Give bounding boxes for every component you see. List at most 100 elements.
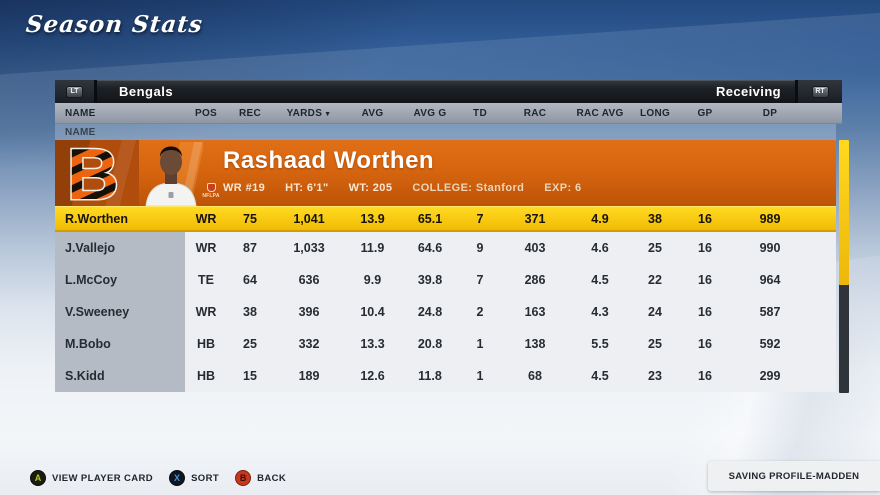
dp-cell: 964	[759, 273, 781, 287]
avg-cell: 13.9	[360, 211, 385, 226]
yards-cell: 189	[298, 369, 320, 383]
hint-label: BACK	[257, 472, 287, 484]
table-row-selected[interactable]: R.Worthen WR 75 1,041 13.9 65.1 7 371 4.…	[55, 206, 836, 232]
filler-cell	[810, 328, 836, 360]
hint-label: SORT	[191, 472, 220, 484]
a-button-icon[interactable]: A	[30, 470, 46, 486]
hint-label: VIEW PLAYER CARD	[52, 472, 154, 484]
column-header-gp[interactable]: GP	[697, 107, 713, 119]
page-title: Season Stats	[24, 11, 205, 38]
name-group-label: NAME	[55, 124, 836, 140]
rac-avg-cell: 4.3	[591, 305, 609, 319]
table-row[interactable]: S.Kidd HB 15 189 12.6 11.8 1 68 4.5 23 1…	[55, 360, 836, 392]
gp-cell: 16	[698, 273, 712, 287]
player-college: COLLEGE: Stanford	[412, 182, 525, 194]
player-weight: WT: 205	[348, 182, 393, 194]
left-trigger-icon: LT	[66, 85, 83, 98]
filler-cell	[810, 296, 836, 328]
avg-g-cell: 64.6	[417, 241, 443, 255]
column-header-rac-avg[interactable]: RAC AVG	[576, 107, 624, 119]
avg-cell: 9.9	[363, 273, 382, 287]
td-cell: 7	[476, 211, 484, 226]
player-name-cell: L.McCoy	[55, 264, 185, 296]
column-header-row: NAME POS REC YARDS ▼ AVG AVG G TD RAC RAC…	[55, 103, 842, 124]
x-button-icon[interactable]: X	[169, 470, 186, 486]
stat-category: Receiving	[715, 84, 781, 99]
dp-cell: 592	[759, 337, 781, 351]
td-cell: 1	[476, 337, 484, 351]
gp-cell: 16	[698, 305, 712, 319]
hint-sort: X SORT	[169, 470, 219, 486]
avg-g-cell: 39.8	[417, 273, 443, 287]
rec-cell: 64	[243, 273, 257, 287]
pos-cell: WR	[195, 211, 217, 226]
player-name: Rashaad Worthen	[223, 147, 435, 174]
rac-avg-cell: 4.5	[591, 369, 609, 383]
avg-cell: 13.3	[360, 337, 385, 351]
table-scrollbar[interactable]	[839, 140, 849, 393]
table-row[interactable]: V.Sweeney WR 38 396 10.4 24.8 2 163 4.3 …	[55, 296, 836, 328]
rec-cell: 75	[243, 211, 257, 226]
column-header-pos[interactable]: POS	[194, 107, 218, 119]
column-header-name[interactable]: NAME	[65, 107, 96, 119]
pos-cell: WR	[195, 305, 217, 319]
avg-cell: 10.4	[360, 305, 385, 319]
player-height: HT: 6'1"	[285, 182, 329, 194]
column-header-td[interactable]: TD	[473, 107, 487, 119]
column-header-avg-g[interactable]: AVG G	[413, 107, 447, 119]
player-name-cell: J.Vallejo	[55, 232, 185, 264]
column-header-rec[interactable]: REC	[238, 107, 261, 119]
avg-g-cell: 24.8	[417, 305, 443, 319]
scrollbar-thumb[interactable]	[839, 140, 849, 285]
rec-cell: 25	[243, 337, 257, 351]
gp-cell: 16	[698, 369, 712, 383]
dp-cell: 299	[759, 369, 781, 383]
sort-desc-icon: ▼	[324, 110, 332, 118]
player-name-cell: M.Bobo	[55, 328, 185, 360]
saving-status-badge: SAVING PROFILE-MADDEN	[708, 461, 880, 491]
yards-cell: 332	[298, 337, 320, 351]
nflpa-logo: NFLPA	[202, 183, 220, 199]
filler-cell	[810, 264, 836, 296]
nflpa-label: NFLPA	[202, 193, 220, 199]
table-row[interactable]: J.Vallejo WR 87 1,033 11.9 64.6 9 403 4.…	[55, 232, 836, 264]
table-row[interactable]: M.Bobo HB 25 332 13.3 20.8 1 138 5.5 25 …	[55, 328, 836, 360]
hint-back: B BACK	[235, 470, 286, 486]
long-cell: 24	[648, 305, 662, 319]
pos-cell: HB	[196, 369, 216, 383]
nflpa-shield-icon	[206, 183, 216, 192]
player-headshot	[145, 142, 203, 206]
long-cell: 23	[648, 369, 662, 383]
prev-team-trigger-button[interactable]: LT	[55, 80, 97, 103]
yards-cell: 636	[298, 273, 320, 287]
rec-cell: 38	[243, 305, 257, 319]
column-header-dp[interactable]: DP	[762, 107, 778, 119]
dp-cell: 587	[759, 305, 781, 319]
long-cell: 38	[648, 211, 662, 226]
player-name-cell: S.Kidd	[55, 360, 185, 392]
column-header-rac[interactable]: RAC	[523, 107, 547, 119]
team-name: Bengals	[119, 84, 174, 99]
hint-view-player-card: A VIEW PLAYER CARD	[30, 470, 153, 486]
gp-cell: 16	[698, 241, 712, 255]
svg-text:B: B	[67, 140, 119, 206]
gp-cell: 16	[698, 211, 712, 226]
rac-cell: 403	[524, 241, 546, 255]
avg-g-cell: 65.1	[417, 211, 443, 226]
gp-cell: 16	[698, 337, 712, 351]
avg-g-cell: 11.8	[418, 369, 442, 383]
column-header-avg[interactable]: AVG	[361, 107, 384, 119]
dp-cell: 990	[759, 241, 781, 255]
rac-cell: 68	[528, 369, 542, 383]
next-category-trigger-button[interactable]: RT	[795, 80, 842, 103]
column-header-long[interactable]: LONG	[639, 107, 671, 119]
column-header-yards[interactable]: YARDS ▼	[273, 108, 345, 119]
b-button-icon[interactable]: B	[235, 470, 252, 486]
rac-cell: 163	[524, 305, 546, 319]
table-row[interactable]: L.McCoy TE 64 636 9.9 39.8 7 286 4.5 22 …	[55, 264, 836, 296]
yards-cell: 396	[298, 305, 320, 319]
player-name-cell: R.Worthen	[65, 211, 128, 226]
yards-cell: 1,041	[293, 211, 325, 226]
rac-cell: 286	[524, 273, 546, 287]
